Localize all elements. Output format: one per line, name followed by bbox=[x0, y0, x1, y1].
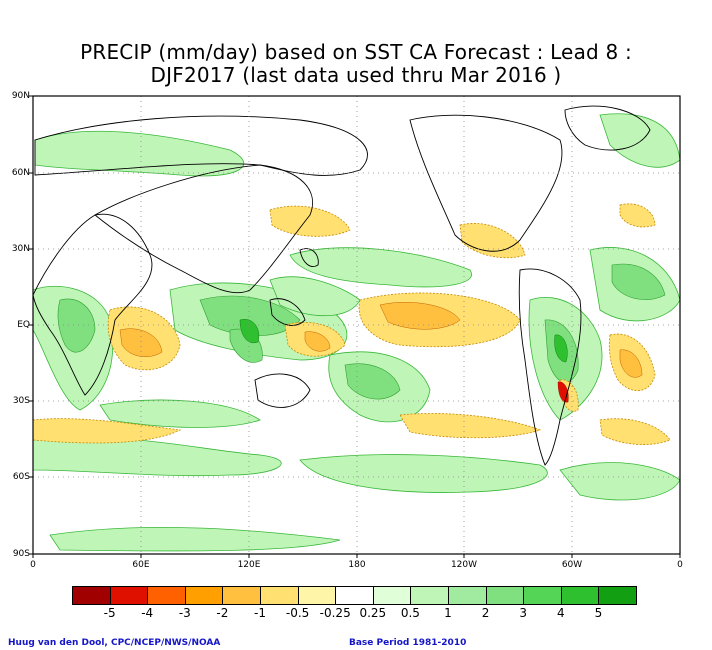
legend-swatch bbox=[222, 586, 261, 605]
coastlines bbox=[33, 105, 651, 466]
lon-label-120e: 120E bbox=[237, 560, 261, 570]
legend-label: -0.25 bbox=[319, 606, 351, 620]
legend-swatch bbox=[109, 586, 149, 605]
legend-swatch bbox=[598, 586, 637, 605]
legend-label: -3 bbox=[178, 606, 191, 620]
legend-swatch bbox=[372, 586, 412, 605]
lat-label-90n: 90N bbox=[11, 91, 30, 101]
legend-swatch bbox=[184, 586, 224, 605]
lat-label-30s: 30S bbox=[12, 396, 30, 406]
legend-label: 1 bbox=[444, 606, 452, 620]
legend-label: 2 bbox=[481, 606, 490, 620]
lat-label-60n: 60N bbox=[11, 168, 30, 178]
legend-swatch bbox=[297, 586, 337, 605]
legend-label: -2 bbox=[216, 606, 229, 620]
legend-label: -1 bbox=[254, 606, 266, 620]
legend-swatch bbox=[560, 586, 600, 605]
legend-label: 5 bbox=[594, 606, 603, 620]
legend-swatch bbox=[147, 586, 186, 605]
legend-swatch bbox=[523, 586, 562, 605]
legend-swatch bbox=[410, 586, 449, 605]
legend-swatch bbox=[260, 586, 299, 605]
legend-label: 0.5 bbox=[400, 606, 420, 620]
precip-anomaly-fields bbox=[33, 113, 680, 552]
lat-label-90s: 90S bbox=[12, 549, 30, 559]
lat-label-eq: EQ bbox=[17, 320, 30, 330]
legend-swatch bbox=[72, 586, 111, 605]
footer-credit: Huug van den Dool, CPC/NCEP/NWS/NOAA bbox=[8, 638, 221, 648]
legend-swatch bbox=[485, 586, 525, 605]
map-title-line1: PRECIP (mm/day) based on SST CA Forecast… bbox=[80, 40, 632, 64]
legend-swatch bbox=[448, 586, 487, 605]
lon-label-180: 180 bbox=[348, 560, 366, 570]
legend-label: 3 bbox=[519, 606, 527, 620]
legend-label: -4 bbox=[141, 606, 154, 620]
legend-label: -0.5 bbox=[285, 606, 310, 620]
lon-label-0-west: 0 bbox=[30, 560, 36, 570]
legend-label: -5 bbox=[103, 606, 116, 620]
footer-base-period: Base Period 1981-2010 bbox=[349, 638, 467, 648]
lon-label-0-east: 0 bbox=[677, 560, 683, 570]
lon-label-60w: 60W bbox=[561, 560, 583, 570]
lat-label-30n: 30N bbox=[11, 244, 30, 254]
legend-swatch bbox=[335, 586, 374, 605]
legend-label: 0.25 bbox=[359, 606, 387, 620]
lon-label-120w: 120W bbox=[450, 560, 478, 570]
legend-label: 4 bbox=[556, 606, 565, 620]
lon-label-60e: 60E bbox=[132, 560, 150, 570]
lat-label-60s: 60S bbox=[12, 472, 30, 482]
map-title-line2: DJF2017 (last data used thru Mar 2016 ) bbox=[150, 63, 562, 87]
